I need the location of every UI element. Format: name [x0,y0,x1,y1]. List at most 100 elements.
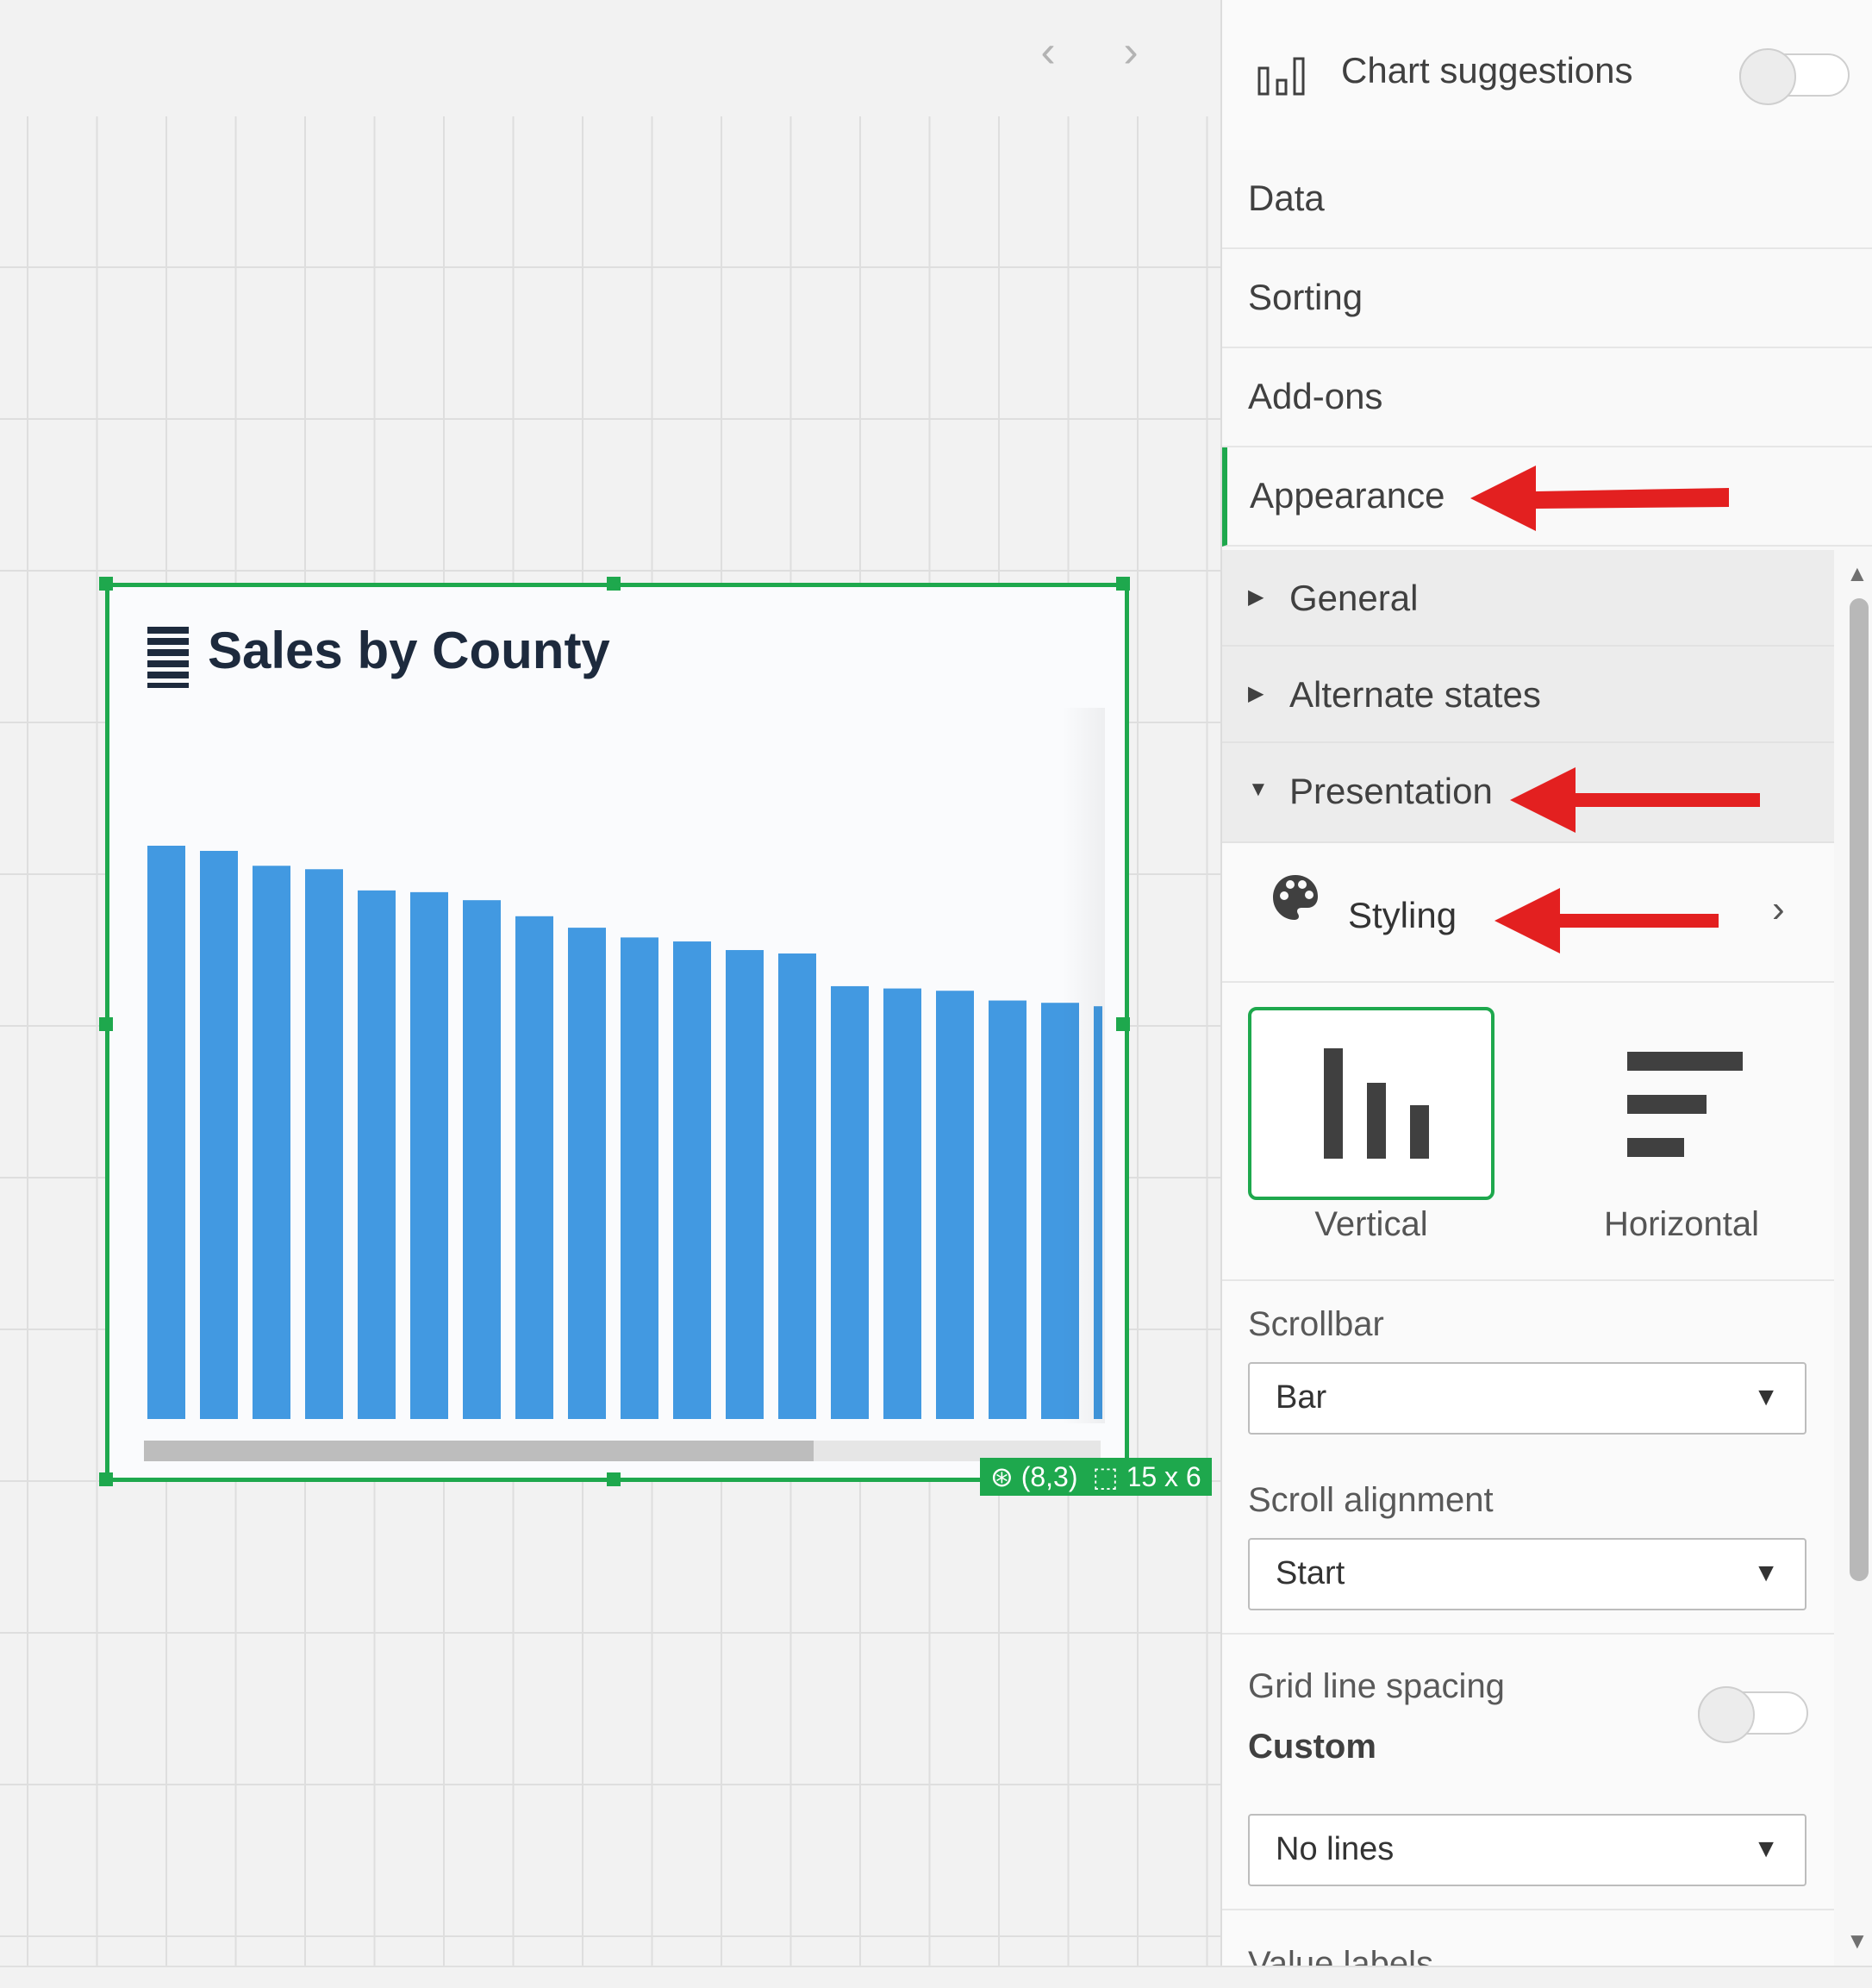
position-size-badge: ⊛ (8,3) ⬚ 15 x 6 [980,1458,1212,1496]
vertical-bars-icon [1324,1048,1429,1159]
section-general[interactable]: ▶ General [1222,550,1834,647]
resize-handle-left[interactable] [99,1017,113,1031]
overflow-shade [1062,708,1105,1423]
properties-panel: Chart suggestions Data Sorting Add-ons A… [1220,0,1872,1966]
bar-chart-list-icon [147,627,189,688]
bar[interactable] [568,928,606,1419]
chevron-right-icon[interactable]: › [1123,27,1139,77]
resize-handle-top-right[interactable] [1116,577,1130,591]
chart-suggestions-toggle[interactable] [1739,48,1850,105]
resize-handle-bottom-left[interactable] [99,1472,113,1486]
nav-data[interactable]: Data [1222,150,1872,249]
orientation-vertical-label: Vertical [1314,1205,1428,1243]
nav-addons-label: Add-ons [1248,376,1383,416]
orientation-vertical-button[interactable] [1248,1007,1494,1200]
palette-icon [1273,875,1318,920]
section-general-label: General [1289,578,1419,618]
toggle-knob [1698,1686,1755,1743]
chevron-left-icon[interactable]: ‹ [1040,27,1056,77]
size-text: 15 x 6 [1126,1461,1201,1492]
grid-line-spacing-label: Grid line spacing [1248,1667,1505,1705]
dropdown-arrow-icon: ▼ [1753,1383,1779,1411]
grid-lines-select[interactable]: No lines ▼ [1248,1814,1806,1886]
resize-handle-top[interactable] [607,577,621,591]
divider [1222,1279,1834,1281]
chart-scrollbar-thumb[interactable] [144,1441,814,1461]
scroll-up-icon[interactable]: ▲ [1846,560,1869,586]
bar[interactable] [621,937,658,1419]
bar[interactable] [1041,1003,1079,1419]
position-icon: ⊛ [990,1461,1014,1492]
caret-right-icon: ▶ [1248,682,1264,705]
bar[interactable] [200,850,238,1419]
resize-handle-right[interactable] [1116,1017,1130,1031]
divider [1222,1909,1834,1910]
panel-scrollbar-thumb[interactable] [1850,598,1869,1581]
bar[interactable] [358,890,396,1419]
styling-row[interactable]: Styling › [1222,843,1834,981]
grid-line-custom-label: Custom [1248,1728,1376,1766]
bar[interactable] [147,846,185,1419]
toggle-knob [1739,48,1796,105]
nav-sorting[interactable]: Sorting [1222,249,1872,348]
grid-lines-value: No lines [1276,1831,1395,1867]
nav-addons[interactable]: Add-ons [1222,348,1872,447]
value-labels-label: Value labels [1248,1945,1433,1966]
bar[interactable] [1094,1006,1102,1419]
chart-suggestions-icon [1257,57,1305,96]
red-arrow-left-icon [1470,466,1729,531]
scroll-alignment-value: Start [1276,1555,1345,1591]
chart-scrollbar[interactable] [144,1441,1101,1461]
bottom-strip [0,1966,1872,1988]
bar[interactable] [305,869,343,1419]
dropdown-arrow-icon: ▼ [1753,1835,1779,1863]
sheet-canvas: ‹ › Sales by County ⊛ (8,3) ⬚ 15 x 6 [0,27,1220,1966]
scrollbar-label: Scrollbar [1248,1305,1384,1343]
scrollbar-select[interactable]: Bar ▼ [1248,1362,1806,1435]
styling-label: Styling [1348,895,1457,935]
caret-right-icon: ▶ [1248,585,1264,609]
bar[interactable] [883,988,921,1419]
chart-suggestions-label: Chart suggestions [1341,50,1633,91]
section-alternate-states[interactable]: ▶ Alternate states [1222,647,1834,743]
bar[interactable] [831,985,869,1419]
bar[interactable] [726,950,764,1419]
resize-handle-top-left[interactable] [99,577,113,591]
bar[interactable] [463,900,501,1419]
scrollbar-value: Bar [1276,1379,1327,1416]
red-arrow-left-icon [1510,767,1760,833]
caret-down-icon: ▼ [1248,778,1269,801]
bar[interactable] [989,1000,1026,1419]
section-presentation[interactable]: ▼ Presentation [1222,743,1834,843]
chevron-right-icon: › [1772,888,1785,930]
nav-sorting-label: Sorting [1248,277,1363,317]
horizontal-bars-icon [1627,1052,1743,1157]
resize-handle-bottom[interactable] [607,1472,621,1486]
resize-handle-bottom-right[interactable] [1116,1472,1130,1486]
panel-header: Chart suggestions [1222,0,1872,152]
grid-line-spacing-toggle[interactable] [1698,1686,1808,1743]
bar-plot[interactable] [144,703,1102,1419]
scroll-alignment-select[interactable]: Start ▼ [1248,1538,1806,1610]
nav-appearance-label: Appearance [1250,475,1445,516]
bar[interactable] [936,991,974,1419]
bar[interactable] [410,891,448,1419]
bar[interactable] [253,866,290,1419]
scroll-down-icon[interactable]: ▼ [1846,1928,1869,1954]
position-text: (8,3) [1020,1461,1078,1492]
orientation-horizontal-button[interactable] [1558,1007,1805,1200]
bar[interactable] [515,916,553,1419]
orientation-horizontal-label: Horizontal [1603,1205,1760,1243]
red-arrow-left-icon [1494,888,1719,953]
section-alternate-states-label: Alternate states [1289,674,1541,715]
section-presentation-label: Presentation [1289,771,1493,811]
scroll-alignment-label: Scroll alignment [1248,1481,1494,1519]
nav-data-label: Data [1248,178,1325,218]
divider [1222,981,1834,983]
resize-icon: ⬚ [1092,1461,1119,1492]
dropdown-arrow-icon: ▼ [1753,1559,1779,1587]
bar[interactable] [673,941,711,1419]
chart-object[interactable]: Sales by County ⊛ (8,3) ⬚ 15 x 6 [105,583,1212,1496]
divider [1222,1633,1834,1635]
bar[interactable] [778,953,816,1419]
